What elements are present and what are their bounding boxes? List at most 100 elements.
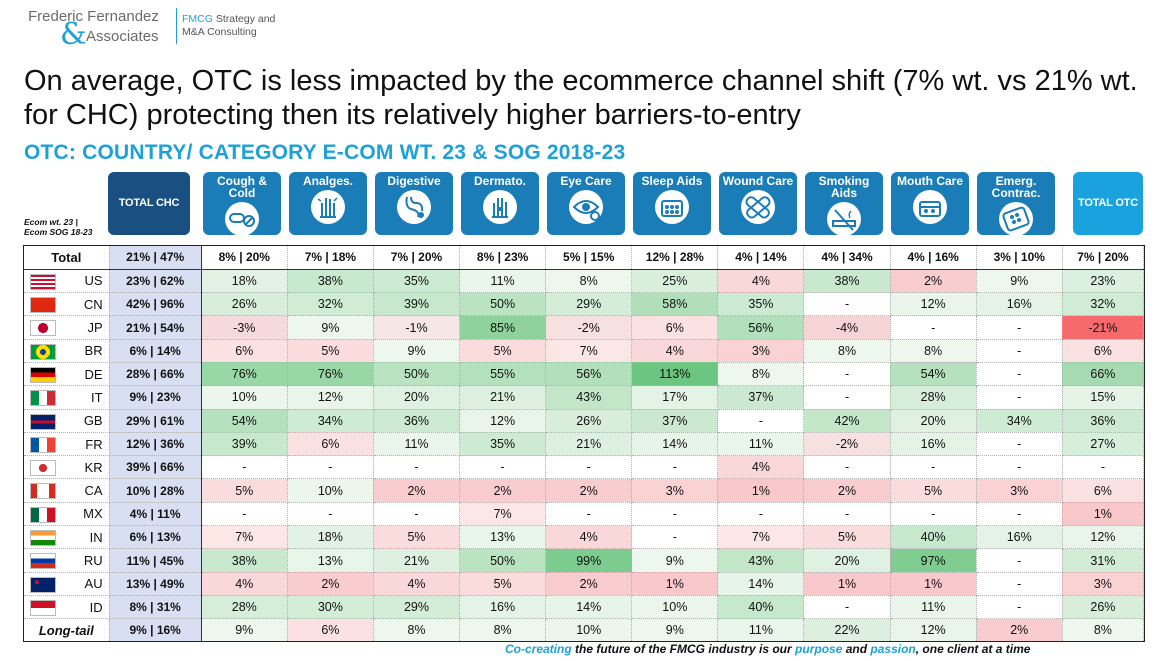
- table-cell: 2%: [545, 478, 633, 503]
- row-label: BR: [24, 339, 110, 363]
- table-cell: 56%: [545, 362, 633, 387]
- no-smoking-icon: [827, 202, 861, 235]
- ecom-note-line1: Ecom wt. 23 |: [24, 217, 78, 227]
- table-cell: 1%: [631, 572, 719, 596]
- table-cell: 6%: [631, 315, 719, 340]
- stomach-icon: [397, 190, 431, 224]
- table-cell: 6%: [1062, 478, 1144, 503]
- table-cell: -: [1062, 455, 1144, 480]
- row-label: US: [24, 269, 110, 294]
- flag-fr-icon: [30, 436, 56, 453]
- total-chc-cell: 4% | 11%: [109, 502, 202, 527]
- row-label-text: US: [84, 273, 103, 289]
- table-cell: 8%: [373, 618, 461, 641]
- table-cell: 8%: [803, 339, 891, 363]
- row-label: CA: [24, 478, 110, 503]
- flag-gb-icon: [30, 413, 56, 430]
- flag-ca-icon: [30, 483, 56, 500]
- table-cell: 5%: [803, 525, 891, 550]
- table-cell: 9%: [631, 618, 719, 641]
- table-cell: 39%: [373, 292, 461, 317]
- table-cell: -: [287, 455, 374, 480]
- table-cell: 10%: [631, 595, 719, 620]
- table-cell: 8% | 23%: [459, 246, 547, 270]
- header-eye-care: Eye Care: [547, 172, 625, 235]
- table-cell: 4%: [545, 525, 633, 550]
- table-cell: -: [803, 292, 891, 317]
- table-cell: 99%: [545, 548, 633, 573]
- table-cell: 12% | 28%: [631, 246, 719, 270]
- row-label: AU: [24, 572, 110, 596]
- table-cell: 5% | 15%: [545, 246, 633, 270]
- header-label: Dermato.: [473, 174, 526, 188]
- table-cell: 50%: [373, 362, 461, 387]
- tagline: FMCG Strategy and M&A Consulting: [182, 13, 275, 39]
- table-cell: 25%: [631, 269, 719, 294]
- flag-au-icon: [30, 576, 56, 593]
- table-cell: 66%: [1062, 362, 1144, 387]
- table-row: US 23% | 62% 18% 38% 35% 11% 8% 25% 4% 38% 2% 9% 23%: [24, 269, 1144, 294]
- table-cell: 1%: [890, 572, 977, 596]
- header-label: Eye Care: [560, 174, 612, 188]
- footer-tagline: Co-creating the future of the FMCG indus…: [505, 642, 1030, 656]
- header-analges: Analges.: [289, 172, 367, 235]
- table-cell: -: [631, 455, 719, 480]
- table-cell: 18%: [201, 269, 288, 294]
- flag-ru-icon: [30, 553, 56, 570]
- row-label-text: ID: [89, 599, 103, 615]
- table-row: Long-tail 9% | 16% 9% 6% 8% 8% 10% 9% 11% 22% 12% 2…: [24, 618, 1144, 641]
- pain-hand-icon: [311, 190, 345, 224]
- row-label-text: DE: [84, 366, 103, 382]
- table-cell: 6%: [287, 618, 374, 641]
- flag-cn-icon: [30, 297, 56, 314]
- ecom-note-line2: Ecom SOG 18-23: [24, 227, 93, 237]
- row-label-text: JP: [87, 320, 103, 336]
- table-cell: 56%: [717, 315, 805, 340]
- row-label: RU: [24, 548, 110, 573]
- table-cell: 2%: [976, 618, 1063, 641]
- table-cell: 10%: [287, 478, 374, 503]
- row-label: IN: [24, 525, 110, 550]
- table-cell: 7%: [717, 525, 805, 550]
- logo-divider: [176, 8, 177, 44]
- row-label: IT: [24, 385, 110, 410]
- table-cell: 36%: [1062, 409, 1144, 433]
- table-cell: -: [803, 595, 891, 620]
- table-cell: -: [717, 502, 805, 527]
- table-row: BR 6% | 14% 6% 5% 9% 5% 7% 4% 3% 8% 8% -6%: [24, 339, 1144, 363]
- table-cell: 32%: [1062, 292, 1144, 317]
- table-row: FR 12% | 36% 39% 6% 11% 35% 21% 14% 11% -2% 16% -27…: [24, 432, 1144, 457]
- row-label-text: CN: [83, 296, 103, 312]
- table-cell: 16%: [976, 292, 1063, 317]
- row-label-text: MX: [83, 506, 103, 522]
- slide-headline: On average, OTC is less impacted by the …: [24, 65, 1138, 131]
- total-chc-cell: 6% | 13%: [109, 525, 202, 550]
- table-cell: -: [803, 362, 891, 387]
- table-cell: 3%: [1062, 572, 1144, 596]
- table-row: IT 9% | 23% 10% 12% 20% 21% 43% 17% 37% -28% -15%: [24, 385, 1144, 410]
- flag-jp-icon: [30, 320, 56, 337]
- table-cell: 1%: [803, 572, 891, 596]
- sleep-pills-icon: [655, 190, 689, 224]
- table-cell: 5%: [890, 478, 977, 503]
- table-cell: 54%: [890, 362, 977, 387]
- table-cell: 12%: [890, 618, 977, 641]
- table-cell: 55%: [459, 362, 547, 387]
- tagline-line2: M&A Consulting: [182, 26, 257, 38]
- table-cell: 11%: [890, 595, 977, 620]
- table-cell: 38%: [287, 269, 374, 294]
- table-row: CN 42% | 96% 26% 32% 39% 50% 29% 58% 35% -12% 16% 3…: [24, 292, 1144, 317]
- skin-hand-icon: [483, 190, 517, 224]
- total-chc-cell: 8% | 31%: [109, 595, 202, 620]
- table-cell: -: [201, 455, 288, 480]
- header-sleep-aids: Sleep Aids: [633, 172, 711, 235]
- table-cell: 8%: [717, 362, 805, 387]
- row-label-text: IN: [89, 529, 103, 545]
- table-cell: 35%: [459, 432, 547, 457]
- table-cell: -: [976, 385, 1063, 410]
- header-label: Wound Care: [722, 174, 794, 188]
- table-cell: 1%: [1062, 502, 1144, 527]
- contraceptive-icon: [999, 202, 1033, 235]
- bandage-icon: [741, 190, 775, 224]
- table-cell: -: [890, 315, 977, 340]
